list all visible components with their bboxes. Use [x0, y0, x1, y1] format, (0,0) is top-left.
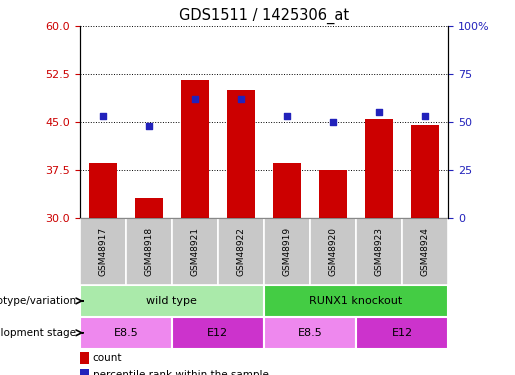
Text: GSM48924: GSM48924	[421, 227, 430, 276]
Bar	[181, 81, 209, 218]
Text: RUNX1 knockout: RUNX1 knockout	[310, 296, 403, 306]
Bar	[356, 217, 402, 285]
Bar	[218, 217, 264, 285]
Text: E8.5: E8.5	[298, 328, 322, 338]
Bar	[80, 317, 172, 349]
Point	[237, 96, 245, 102]
Bar	[356, 317, 448, 349]
Bar	[264, 317, 356, 349]
Bar	[264, 285, 448, 317]
Text: E12: E12	[391, 328, 413, 338]
Point	[145, 123, 153, 129]
Text: E8.5: E8.5	[113, 328, 138, 338]
Bar	[135, 198, 163, 217]
Point	[191, 96, 199, 102]
Point	[329, 119, 337, 125]
Bar	[80, 352, 89, 364]
Bar	[319, 170, 347, 217]
Point	[99, 113, 107, 119]
Bar	[310, 217, 356, 285]
Text: percentile rank within the sample: percentile rank within the sample	[93, 370, 269, 375]
Text: genotype/variation: genotype/variation	[0, 296, 76, 306]
Point	[421, 113, 429, 119]
Point	[375, 110, 383, 116]
Text: GSM48921: GSM48921	[191, 227, 199, 276]
Text: wild type: wild type	[146, 296, 197, 306]
Text: GSM48918: GSM48918	[144, 226, 153, 276]
Bar	[273, 164, 301, 218]
Text: GSM48923: GSM48923	[374, 227, 384, 276]
Bar	[402, 217, 448, 285]
Text: GSM48920: GSM48920	[329, 227, 337, 276]
Text: E12: E12	[208, 328, 229, 338]
Bar	[411, 125, 439, 218]
Bar	[126, 217, 172, 285]
Bar	[89, 164, 116, 218]
Bar	[80, 369, 89, 375]
Bar	[365, 118, 393, 218]
Bar	[80, 285, 264, 317]
Text: GSM48917: GSM48917	[98, 226, 107, 276]
Bar	[264, 217, 310, 285]
Bar	[80, 217, 126, 285]
Title: GDS1511 / 1425306_at: GDS1511 / 1425306_at	[179, 7, 349, 24]
Bar	[172, 317, 264, 349]
Point	[283, 113, 291, 119]
Text: GSM48919: GSM48919	[282, 226, 291, 276]
Text: count: count	[93, 353, 122, 363]
Bar	[227, 90, 255, 218]
Text: development stage: development stage	[0, 328, 76, 338]
Bar	[172, 217, 218, 285]
Text: GSM48922: GSM48922	[236, 227, 246, 276]
